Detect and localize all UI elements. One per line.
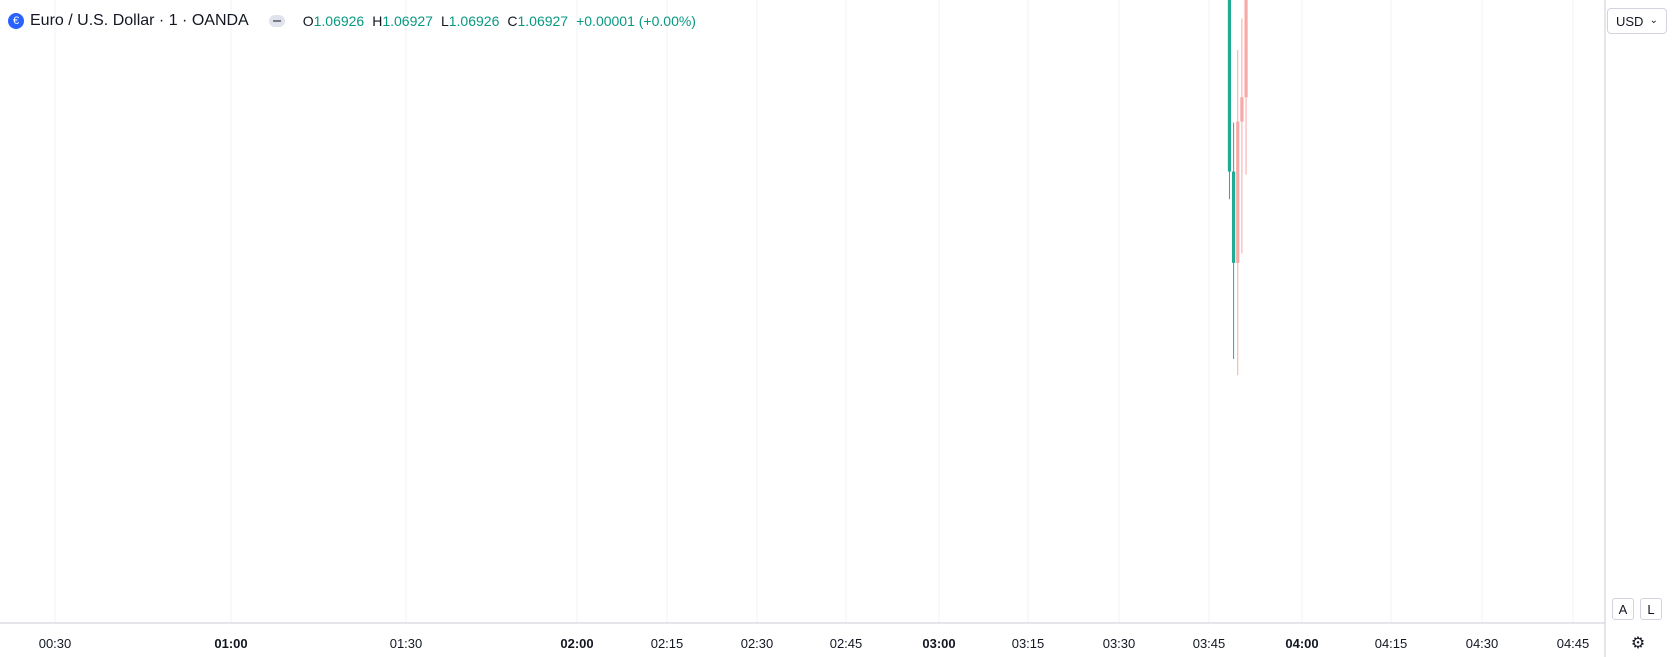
euro-flag-icon: € xyxy=(8,13,24,29)
x-tick-label: 03:45 xyxy=(1193,636,1226,651)
currency-value: USD xyxy=(1616,13,1644,29)
ohlc-high-value: 1.06927 xyxy=(382,13,433,29)
ohlc-open-key: O xyxy=(302,13,314,29)
ohlc-open-value: 1.06926 xyxy=(313,13,365,29)
x-tick-label: 03:30 xyxy=(1103,636,1136,651)
x-tick-label: 04:15 xyxy=(1375,636,1408,651)
x-tick-label: 02:15 xyxy=(651,636,684,651)
ohlc-low-key: L xyxy=(440,13,449,29)
chevron-down-icon: ⌄ xyxy=(1649,15,1658,26)
x-tick-label: 03:15 xyxy=(1012,636,1045,651)
auto-scale-button[interactable]: A xyxy=(1612,598,1634,620)
log-scale-label: L xyxy=(1647,601,1655,617)
x-tick-label: 01:30 xyxy=(390,636,423,651)
log-scale-button[interactable]: L xyxy=(1640,598,1662,620)
x-tick-label: 04:30 xyxy=(1466,636,1499,651)
currency-selector[interactable]: USD ⌄ xyxy=(1607,8,1667,34)
symbol-legend: € Euro / U.S. Dollar · 1 · OANDA O 1.0692… xyxy=(8,10,696,32)
price-change: +0.00001 (+0.00%) xyxy=(576,13,696,29)
candle-body xyxy=(1244,0,1248,98)
candle-body xyxy=(1232,171,1236,263)
candle-body xyxy=(1240,97,1244,122)
auto-scale-label: A xyxy=(1618,601,1628,617)
candles xyxy=(1227,0,1248,376)
x-tick-label: 04:45 xyxy=(1557,636,1590,651)
x-tick-label: 04:00 xyxy=(1285,636,1318,651)
candle-body xyxy=(1227,0,1232,172)
ohlc-low-value: 1.06926 xyxy=(448,13,500,29)
gear-icon[interactable]: ⚙ xyxy=(1630,635,1646,652)
x-tick-label: 01:00 xyxy=(214,636,247,651)
x-tick-label: 02:45 xyxy=(830,636,863,651)
ohlc-high-key: H xyxy=(372,13,383,29)
minus-pill-icon[interactable] xyxy=(268,15,285,27)
symbol-title[interactable]: Euro / U.S. Dollar · 1 · OANDA xyxy=(30,12,249,29)
x-tick-label: 00:30 xyxy=(39,636,72,651)
x-tick-label: 02:00 xyxy=(560,636,593,651)
x-tick-label: 03:00 xyxy=(922,636,955,651)
ohlc-close-key: C xyxy=(507,13,518,29)
x-tick-label: 02:30 xyxy=(741,636,774,651)
ohlc-close-value: 1.06927 xyxy=(517,13,569,29)
candle-body xyxy=(1236,121,1240,263)
grid xyxy=(54,0,1574,623)
